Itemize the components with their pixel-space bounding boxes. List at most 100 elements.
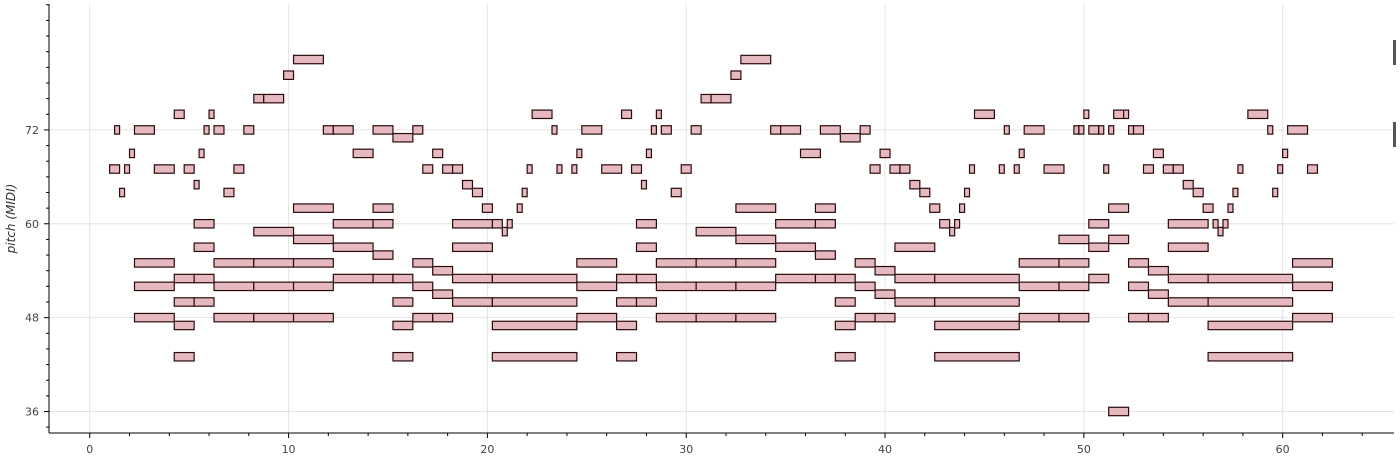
note bbox=[253, 312, 295, 323]
note bbox=[332, 218, 374, 229]
note bbox=[1192, 187, 1204, 198]
note bbox=[118, 187, 126, 198]
note bbox=[1147, 265, 1169, 276]
note bbox=[372, 273, 394, 284]
note bbox=[581, 125, 603, 135]
note bbox=[173, 109, 185, 120]
note bbox=[1018, 148, 1025, 159]
note bbox=[660, 125, 672, 135]
note bbox=[735, 312, 777, 323]
note bbox=[740, 54, 772, 65]
note bbox=[451, 297, 493, 307]
note bbox=[869, 164, 881, 174]
note bbox=[253, 93, 265, 104]
x-tick-label: 30 bbox=[679, 443, 693, 456]
note bbox=[954, 218, 961, 229]
note bbox=[193, 242, 215, 253]
note bbox=[1212, 218, 1219, 229]
scroll-handle-bottom[interactable] bbox=[1393, 122, 1396, 147]
note bbox=[894, 273, 936, 284]
note bbox=[690, 125, 702, 135]
note bbox=[1023, 125, 1045, 135]
note bbox=[551, 125, 558, 135]
note bbox=[1003, 125, 1010, 135]
scroll-handle-top[interactable] bbox=[1393, 40, 1396, 65]
note bbox=[133, 258, 175, 268]
note bbox=[392, 273, 414, 284]
note bbox=[571, 164, 578, 174]
note bbox=[501, 226, 508, 237]
note bbox=[322, 125, 334, 135]
note bbox=[193, 218, 215, 229]
note bbox=[874, 265, 896, 276]
note bbox=[655, 258, 697, 268]
note bbox=[1058, 258, 1090, 268]
note bbox=[650, 125, 657, 135]
note bbox=[630, 164, 643, 174]
note bbox=[461, 179, 474, 190]
note bbox=[1127, 281, 1150, 292]
note bbox=[1058, 312, 1090, 323]
note bbox=[412, 281, 434, 292]
note bbox=[934, 297, 1020, 307]
note bbox=[576, 258, 618, 268]
note bbox=[1113, 109, 1125, 120]
note bbox=[133, 125, 155, 135]
note bbox=[1088, 218, 1110, 229]
note bbox=[1127, 258, 1150, 268]
note bbox=[213, 258, 255, 268]
note bbox=[432, 289, 454, 299]
note bbox=[526, 164, 533, 174]
note bbox=[973, 109, 995, 120]
note bbox=[203, 125, 210, 135]
note bbox=[655, 312, 697, 323]
note bbox=[412, 125, 424, 135]
note bbox=[1152, 148, 1164, 159]
note bbox=[253, 226, 295, 237]
note bbox=[1103, 164, 1110, 174]
note bbox=[839, 132, 861, 143]
note bbox=[854, 258, 876, 268]
note bbox=[1277, 164, 1284, 174]
note bbox=[1018, 312, 1060, 323]
note bbox=[695, 281, 737, 292]
note bbox=[253, 258, 295, 268]
note bbox=[640, 179, 648, 190]
note bbox=[1167, 242, 1209, 253]
note bbox=[576, 312, 618, 323]
note bbox=[680, 164, 692, 174]
note bbox=[372, 218, 394, 229]
note bbox=[392, 320, 414, 331]
note bbox=[1108, 234, 1130, 245]
note bbox=[929, 203, 941, 213]
note bbox=[153, 164, 175, 174]
y-axis-title: pitch (MIDI) bbox=[4, 184, 18, 255]
note bbox=[133, 312, 175, 323]
axes: 0 10 20 30 40 50 60 36 48 60 72 bbox=[25, 4, 1394, 456]
note bbox=[834, 273, 856, 284]
note bbox=[1292, 281, 1333, 292]
note bbox=[894, 242, 936, 253]
note bbox=[998, 164, 1005, 174]
note bbox=[1108, 125, 1115, 135]
note bbox=[1287, 125, 1309, 135]
note bbox=[1162, 164, 1174, 174]
note bbox=[1142, 164, 1155, 174]
x-tick-label: 20 bbox=[480, 443, 494, 456]
note bbox=[1098, 125, 1105, 135]
note bbox=[193, 297, 215, 307]
note bbox=[1232, 187, 1239, 198]
note bbox=[655, 109, 662, 120]
note bbox=[854, 281, 876, 292]
note bbox=[1123, 109, 1130, 120]
note bbox=[292, 281, 334, 292]
note bbox=[243, 125, 255, 135]
note bbox=[1227, 203, 1234, 213]
note bbox=[1108, 406, 1130, 417]
note bbox=[854, 312, 876, 323]
note bbox=[193, 273, 215, 284]
note bbox=[392, 132, 414, 143]
note bbox=[133, 281, 175, 292]
note bbox=[292, 54, 324, 65]
